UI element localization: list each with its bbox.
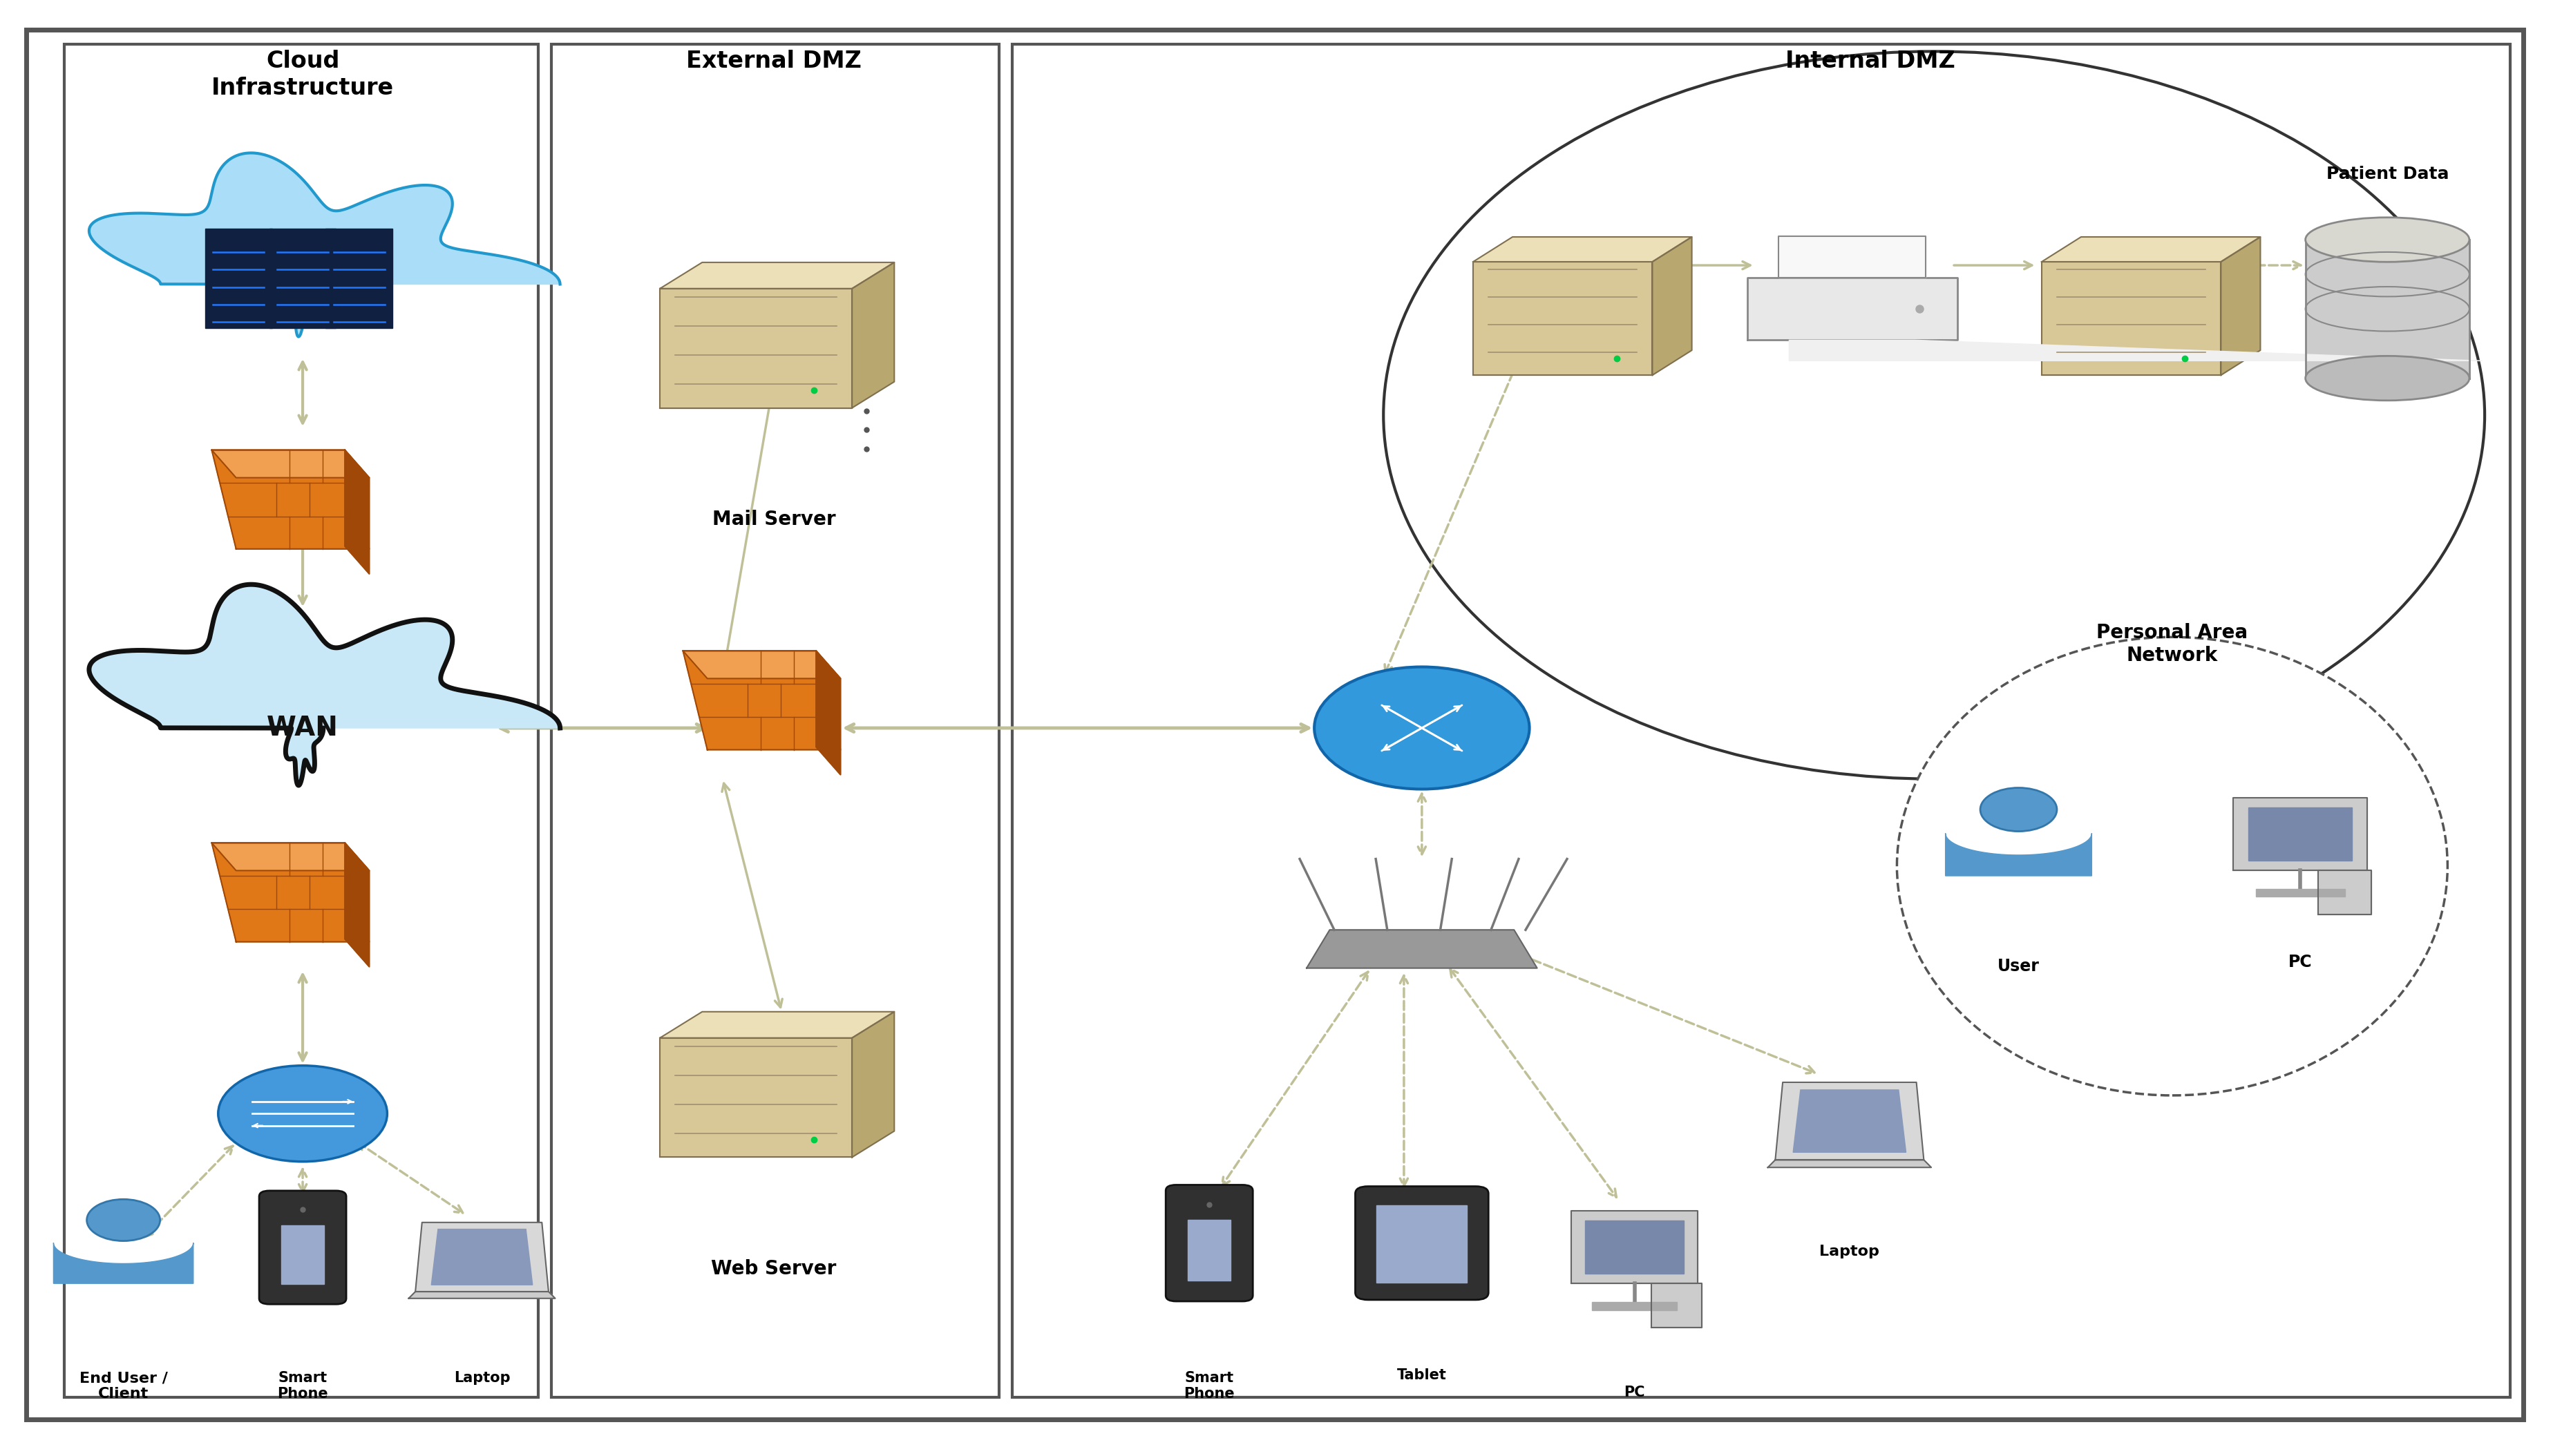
Polygon shape: [1768, 1160, 1932, 1168]
Bar: [64, 44, 538, 1398]
Polygon shape: [2221, 237, 2260, 376]
Text: Patient Data: Patient Data: [2326, 166, 2449, 182]
Bar: [1012, 44, 2511, 1398]
Polygon shape: [415, 1223, 548, 1291]
Polygon shape: [213, 450, 369, 549]
Polygon shape: [2042, 262, 2221, 376]
Polygon shape: [2255, 888, 2344, 897]
Polygon shape: [1652, 1283, 1701, 1328]
Ellipse shape: [1896, 638, 2447, 1095]
Polygon shape: [1189, 1220, 1230, 1281]
Polygon shape: [346, 450, 369, 574]
Polygon shape: [213, 843, 369, 942]
Text: WAN: WAN: [266, 715, 338, 741]
Text: Laptop: Laptop: [1819, 1245, 1881, 1258]
Polygon shape: [269, 229, 336, 328]
Text: External DMZ: External DMZ: [687, 50, 861, 73]
Polygon shape: [1793, 1091, 1906, 1152]
Polygon shape: [282, 1224, 323, 1284]
Circle shape: [1980, 788, 2057, 831]
Polygon shape: [325, 229, 392, 328]
Polygon shape: [1591, 1302, 1676, 1310]
Polygon shape: [853, 262, 894, 408]
Polygon shape: [661, 262, 894, 288]
Polygon shape: [684, 651, 840, 678]
Text: PC: PC: [2288, 954, 2313, 970]
Polygon shape: [2306, 240, 2470, 379]
Polygon shape: [1778, 236, 1927, 278]
Polygon shape: [2319, 871, 2372, 914]
FancyBboxPatch shape: [259, 1191, 346, 1305]
Circle shape: [87, 1200, 159, 1241]
Text: Cloud
Infrastructure: Cloud Infrastructure: [213, 50, 395, 99]
Polygon shape: [410, 1291, 556, 1299]
Polygon shape: [213, 450, 369, 478]
Polygon shape: [1747, 278, 1957, 341]
Polygon shape: [661, 1038, 853, 1158]
Polygon shape: [1586, 1220, 1683, 1274]
Text: Web Server: Web Server: [712, 1259, 838, 1278]
Polygon shape: [2042, 237, 2260, 262]
Polygon shape: [205, 229, 272, 328]
Text: User: User: [1998, 958, 2039, 974]
Text: Personal Area
Network: Personal Area Network: [2096, 623, 2247, 665]
Text: Mail Server: Mail Server: [712, 510, 835, 529]
Text: Internal DMZ: Internal DMZ: [1786, 50, 1955, 73]
Polygon shape: [684, 651, 840, 750]
Polygon shape: [1775, 1082, 1924, 1160]
Polygon shape: [1376, 1206, 1468, 1283]
Polygon shape: [1945, 833, 2091, 877]
Text: Smart
Phone: Smart Phone: [1184, 1372, 1235, 1401]
Polygon shape: [1473, 237, 1691, 262]
Polygon shape: [853, 1012, 894, 1158]
Polygon shape: [2234, 798, 2367, 871]
Polygon shape: [90, 584, 561, 785]
Polygon shape: [1307, 930, 1537, 968]
Polygon shape: [2249, 807, 2352, 860]
Polygon shape: [54, 1243, 192, 1283]
Ellipse shape: [2306, 355, 2470, 400]
Polygon shape: [1788, 341, 2483, 361]
Text: End User /
Client: End User / Client: [79, 1372, 167, 1401]
Polygon shape: [817, 651, 840, 775]
Polygon shape: [661, 1012, 894, 1038]
Ellipse shape: [2306, 217, 2470, 262]
Polygon shape: [213, 843, 369, 871]
Ellipse shape: [1383, 51, 2485, 779]
Circle shape: [1314, 667, 1530, 789]
Text: Laptop: Laptop: [453, 1372, 510, 1385]
Polygon shape: [346, 843, 369, 967]
Polygon shape: [430, 1229, 533, 1284]
FancyBboxPatch shape: [1355, 1187, 1489, 1300]
Polygon shape: [1652, 237, 1691, 376]
Bar: [551, 44, 999, 1398]
Polygon shape: [1571, 1211, 1699, 1283]
Polygon shape: [1473, 262, 1652, 376]
Text: PC: PC: [1624, 1386, 1645, 1399]
FancyBboxPatch shape: [1166, 1185, 1253, 1302]
Polygon shape: [661, 288, 853, 408]
Circle shape: [218, 1066, 387, 1162]
Text: Tablet: Tablet: [1396, 1369, 1448, 1382]
Polygon shape: [90, 153, 561, 336]
Text: Smart
Phone: Smart Phone: [277, 1372, 328, 1401]
